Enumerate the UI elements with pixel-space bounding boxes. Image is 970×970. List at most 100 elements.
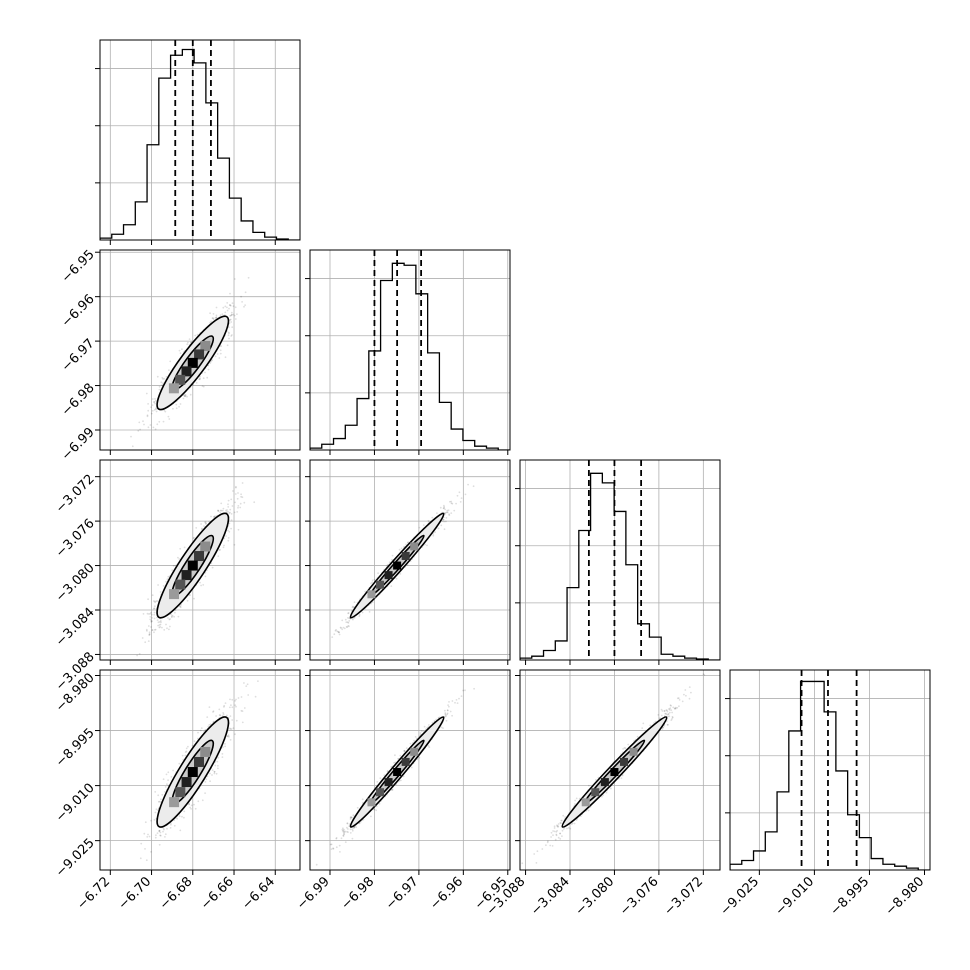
histogram-panel-1 [305,249,511,455]
sample-point [444,512,447,515]
sample-point [228,530,231,533]
sample-point [155,410,158,413]
sample-point [197,737,199,740]
sample-point [228,512,231,514]
sample-point [348,617,351,620]
sample-point [146,630,148,632]
panel-content [100,250,300,450]
sample-point [231,505,234,507]
sample-point [405,543,407,546]
sample-point [153,409,156,411]
sample-point [199,581,201,584]
sample-point [165,623,167,626]
sample-point [130,435,132,438]
sample-point [158,621,161,623]
sample-point [351,605,354,608]
sample-point [451,502,454,505]
sample-point [443,520,445,523]
sample-point [189,806,192,809]
sample-point [219,548,222,551]
sample-point [169,360,172,363]
sample-point [345,625,348,628]
sample-point [202,584,205,586]
sample-point [171,569,174,572]
sample-point [178,558,181,560]
sample-point [138,653,141,655]
sample-point [159,831,162,834]
sample-point [347,612,350,614]
sample-point [147,426,150,429]
density-cells [169,541,211,600]
sample-point [147,625,150,627]
sample-point [186,343,189,346]
sample-point [347,612,349,615]
sample-point [228,522,231,525]
sample-point [211,566,214,569]
sample-point [227,331,230,334]
sample-point [390,558,393,561]
sample-point [437,527,440,530]
sample-point [216,353,219,355]
density-cell [169,589,180,600]
sample-point [131,445,134,448]
sample-point [153,605,156,608]
sample-point [246,683,249,686]
histogram-step-line [520,472,720,660]
sample-point [232,313,235,316]
sample-point [237,528,240,531]
sample-point [144,641,147,644]
sample-point [446,511,448,514]
sample-point [178,349,181,352]
sample-point [449,500,451,503]
sample-point [204,575,207,578]
sample-point [344,618,347,621]
sample-point [210,360,212,363]
sample-point [192,537,195,540]
sample-point [159,620,162,622]
sample-point [148,631,151,634]
sample-point [214,515,217,518]
sample-point [229,304,231,306]
sample-point [164,786,167,788]
sample-point [162,378,164,380]
sample-point [177,556,179,559]
sample-point [172,769,175,772]
sample-point [450,500,453,503]
sample-point [157,800,160,803]
sample-point [358,615,361,618]
sample-point [214,317,217,319]
sample-point [148,633,151,635]
sample-point [193,597,195,600]
scatter-panel-2-1 [305,459,511,665]
sample-point [229,292,231,295]
sample-point [346,621,349,624]
sample-point [403,545,406,548]
sample-point [148,835,151,838]
sample-point [253,501,256,504]
sample-point [146,414,149,417]
sample-point [158,626,161,629]
sample-point [353,617,356,619]
sample-point [147,598,150,601]
sample-point [390,585,393,587]
sample-point [162,585,165,587]
sample-point [348,620,351,622]
sample-point [152,426,155,429]
sample-point [228,332,230,335]
sample-point [150,611,152,614]
sample-point [148,613,150,615]
sample-point [358,614,361,616]
sample-point [180,604,183,606]
sample-point [142,420,144,423]
sample-point [428,520,431,523]
sample-point [443,507,445,509]
density-cell [175,579,186,590]
sample-point [178,405,181,408]
scatter-panel-1-0 [95,249,301,455]
sample-point [150,851,152,853]
sample-point [170,776,173,778]
sample-point [151,620,154,623]
histogram-step-line [100,48,300,240]
sample-point [172,564,175,567]
sample-point [217,509,220,512]
